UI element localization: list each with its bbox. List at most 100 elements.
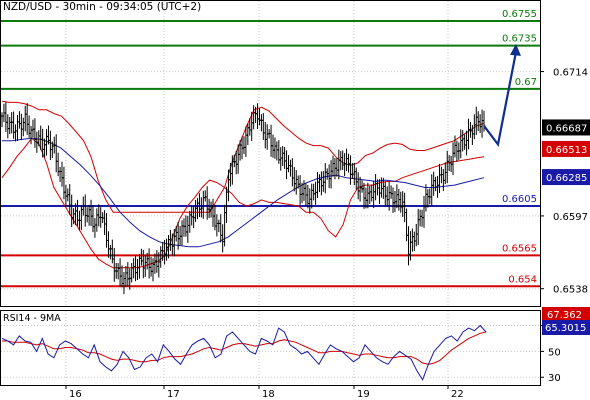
candle [290,158,294,187]
candle [33,118,37,148]
candle [91,205,95,233]
x-tick-label: 22 [451,389,464,400]
price-panel-frame [0,0,541,307]
candle [58,166,62,182]
candle [420,209,424,227]
candle [314,181,318,205]
candle [54,134,58,173]
moving-average-line [2,137,485,248]
candle [434,176,438,192]
candle [95,208,99,232]
candle [147,248,151,279]
candle [335,158,339,177]
candle [25,103,29,135]
candle [422,195,426,228]
candle [108,245,112,260]
candle [186,216,190,243]
price-tick-label: 0.6597 [553,212,588,223]
candle [226,169,230,202]
price-tick-label: 0.6714 [553,68,588,79]
candle [283,146,287,169]
candle [383,181,387,206]
candle [430,174,434,206]
candle [401,191,405,217]
candle [286,155,290,173]
candle [385,186,389,207]
candle [374,174,378,201]
candle [31,119,35,138]
bollinger-lower-line [1,137,485,269]
candle [461,130,465,152]
candle [366,182,370,209]
candle [316,172,320,198]
candle [221,224,225,253]
candle [68,184,72,216]
candle [217,219,221,233]
candle [399,191,403,213]
candle [451,142,455,176]
candlestick-series [0,101,486,295]
candle [60,161,64,187]
candle [298,175,302,205]
candle [19,113,23,141]
candle [209,201,213,218]
rsi-ma-value-label: 67.362 [547,310,582,321]
candle [465,130,469,156]
candle [292,167,296,192]
candle [12,111,16,139]
candle [341,150,345,171]
candle [463,134,467,150]
candle [259,114,263,132]
candle [362,182,366,209]
candle [149,256,153,277]
candle [188,210,192,233]
candle [203,190,207,202]
candle [89,199,93,227]
candle [192,205,196,229]
candle [182,218,186,237]
candle [4,101,8,132]
candle [116,263,120,280]
candle [271,134,275,158]
candle [205,186,209,220]
level-label-support: 0.6565 [502,243,537,254]
band-value-tag [542,169,590,186]
candle [75,199,79,226]
candle [323,163,327,194]
candle [211,198,215,227]
candle [368,185,372,205]
level-label-pivot: 0.6605 [502,194,537,205]
candle [308,188,312,214]
candle [317,174,321,193]
candle [346,153,350,173]
candle [29,125,33,145]
band-value-label: 0.66513 [546,145,587,156]
candle [476,111,480,132]
candle [215,214,219,237]
candle [329,160,333,189]
candle [337,149,341,180]
current-price-label: 0.66687 [546,123,587,134]
candle [122,272,126,295]
rsi-tick-label: 50 [548,347,561,358]
candle [273,137,277,159]
candle [256,103,260,130]
candle [242,136,246,155]
candle [414,223,418,247]
candle [331,155,335,177]
candle [453,135,457,158]
candle [207,198,211,219]
candle [139,248,143,266]
current-price-tag [542,119,590,136]
candle [343,153,347,177]
level-label-support: 0.654 [508,274,537,285]
candle [426,189,430,208]
level-label-resistance: 0.67 [515,77,537,88]
candle [257,108,261,126]
candle [263,121,267,149]
rsi-line [1,324,487,381]
candle [105,212,109,248]
candle [178,225,182,246]
candle [345,148,349,172]
bollinger-upper-line [1,100,485,213]
